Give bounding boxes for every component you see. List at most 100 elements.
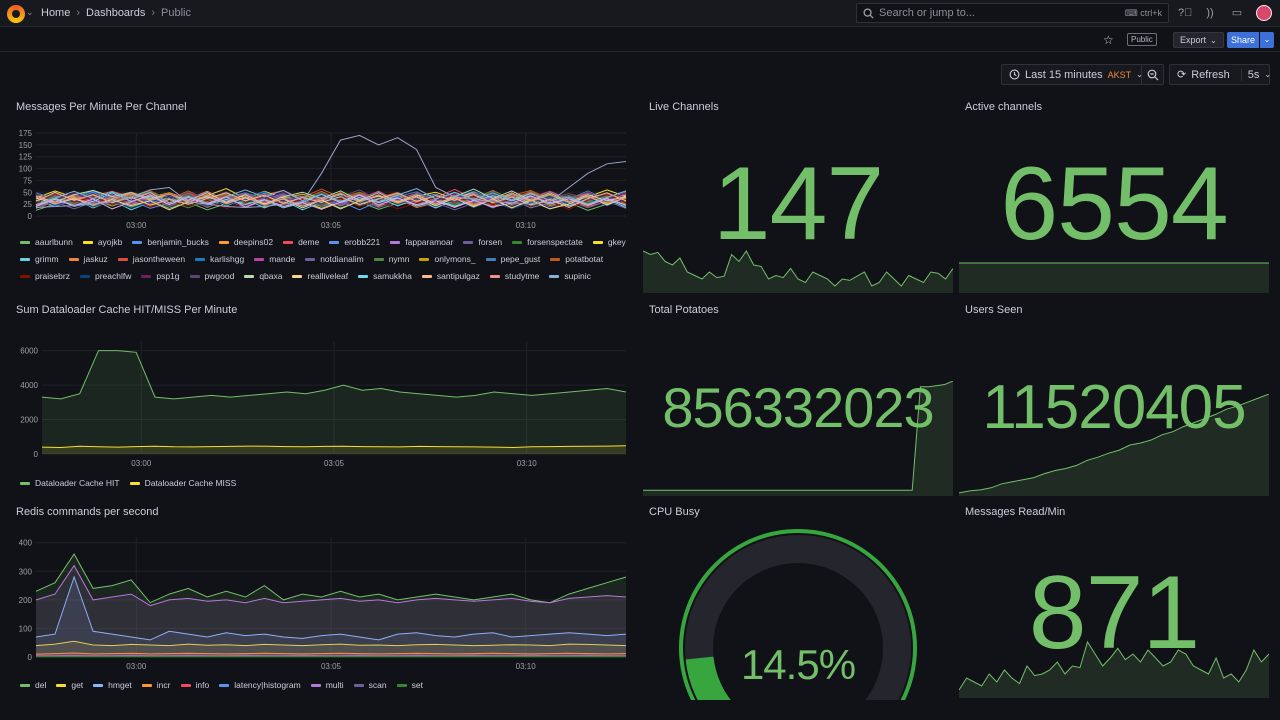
legend-item[interactable]: notdianalim	[305, 254, 364, 264]
sparkline-line	[643, 250, 953, 287]
legend-item[interactable]: studytme	[489, 271, 539, 281]
legend-item[interactable]: nymn	[373, 254, 410, 264]
help-icon[interactable]: ?⃝	[1178, 7, 1193, 19]
legend-item[interactable]: deepins02	[218, 237, 273, 247]
legend-item[interactable]: jaskuz	[68, 254, 108, 264]
legend-swatch	[390, 240, 401, 244]
sparkline	[959, 262, 1269, 293]
y-tick-label: 0	[34, 450, 39, 459]
share-dropdown-button[interactable]: ⌄	[1260, 32, 1274, 48]
legend-item[interactable]: fapparamoar	[390, 237, 453, 247]
legend-label: info	[195, 680, 210, 690]
search-input[interactable]: Search or jump to... ⌨ ctrl+k	[856, 3, 1169, 23]
legend-item[interactable]: hmget	[93, 678, 132, 692]
legend-swatch	[56, 683, 67, 687]
sparkline-area	[959, 394, 1269, 496]
chevron-down-icon[interactable]: ⌄	[26, 7, 34, 17]
legend-swatch	[20, 240, 30, 244]
legend-item[interactable]: jasontheween	[117, 254, 185, 264]
legend-swatch	[550, 257, 561, 261]
zoom-out-icon	[1147, 69, 1158, 80]
timezone-label: AKST	[1107, 69, 1132, 80]
legend-swatch	[592, 240, 603, 244]
legend-swatch	[117, 257, 128, 261]
legend-item[interactable]: santipulgaz	[421, 271, 480, 281]
legend-item[interactable]: ayojkb	[82, 237, 122, 247]
legend-label: fapparamoar	[405, 237, 454, 247]
legend-label: notdianalim	[320, 254, 364, 264]
legend-swatch	[20, 683, 30, 687]
legend-item[interactable]: onlymons_	[419, 254, 476, 264]
zoom-out-button[interactable]	[1141, 64, 1164, 85]
breadcrumb-home[interactable]: Home	[41, 7, 71, 19]
time-range-picker[interactable]: Last 15 minutes AKST ⌄	[1001, 64, 1164, 85]
series-line	[35, 652, 627, 655]
legend-item[interactable]: preachlfw	[79, 271, 131, 281]
legend-item[interactable]: karlishgg	[195, 254, 244, 264]
legend-item[interactable]: grimm	[20, 254, 59, 264]
star-icon[interactable]: ☆	[1103, 33, 1114, 47]
y-tick-label: 125	[19, 153, 33, 162]
legend-swatch	[463, 240, 474, 244]
legend-item[interactable]: t2x2	[20, 288, 51, 289]
legend-item[interactable]: psp1g	[141, 271, 180, 281]
legend-label: forsen	[478, 237, 503, 247]
legend-item[interactable]: praisebrz	[20, 271, 70, 281]
legend-label: del	[35, 680, 47, 690]
legend-item[interactable]: Dataloader Cache MISS	[129, 476, 236, 490]
panel-title: Users Seen	[965, 304, 1023, 316]
sparkline	[643, 381, 953, 496]
news-feed-icon[interactable]: ))	[1206, 7, 1214, 19]
legend-item[interactable]: gkey	[592, 237, 626, 247]
legend-item[interactable]: qbaxa	[244, 271, 282, 281]
legend-label: gkey	[607, 237, 626, 247]
legend-item[interactable]: erobb221	[329, 237, 380, 247]
legend-item[interactable]: Dataloader Cache HIT	[20, 476, 120, 490]
x-tick-label: 03:10	[516, 662, 537, 671]
legend-item[interactable]: benjamin_bucks	[132, 237, 209, 247]
legend-label: set	[411, 680, 423, 690]
refresh-button[interactable]: ⟳ Refresh 5s ⌄	[1169, 64, 1271, 85]
y-tick-label: 300	[19, 567, 33, 576]
legend-item[interactable]: realliveleaf	[292, 271, 348, 281]
refresh-interval[interactable]: 5s	[1240, 68, 1259, 81]
legend-swatch	[396, 683, 407, 687]
legend-swatch	[485, 257, 496, 261]
legend-item[interactable]: latency|histogram	[219, 678, 301, 692]
redis-chart: 0 100 200 300 400 03:00 03:05 03:10	[19, 537, 627, 671]
panel-dataloader-cache: Sum Dataloader Cache HIT/MISS Per Minute…	[16, 304, 631, 494]
legend-item[interactable]: get	[56, 678, 83, 692]
legend-item[interactable]: potatbotat	[550, 254, 603, 264]
legend-item[interactable]: incr	[141, 678, 171, 692]
export-button[interactable]: Export ⌄	[1173, 32, 1224, 48]
legend-item[interactable]: info	[180, 678, 210, 692]
legend-item[interactable]: pepe_gust	[485, 254, 540, 264]
legend-item[interactable]: forsenspectate	[512, 237, 583, 247]
legend-swatch	[283, 240, 294, 244]
legend-item[interactable]: aaurlbunn	[20, 237, 73, 247]
legend-item[interactable]: samukkha	[358, 271, 412, 281]
y-tick-label: 25	[23, 200, 32, 209]
breadcrumb-dashboards[interactable]: Dashboards	[86, 7, 146, 19]
legend-label: samukkha	[373, 271, 412, 281]
legend-item[interactable]: scan	[353, 678, 387, 692]
share-button[interactable]: Share	[1227, 32, 1259, 48]
avatar[interactable]	[1256, 5, 1272, 21]
legend-item[interactable]: mande	[254, 254, 295, 264]
legend-label: nymn	[388, 254, 410, 264]
y-tick-label: 100	[19, 165, 33, 174]
legend-item[interactable]: deme	[283, 237, 319, 247]
legend-item[interactable]: multi	[310, 678, 344, 692]
grafana-logo-icon[interactable]	[7, 5, 25, 23]
legend-swatch	[421, 274, 432, 278]
legend-item[interactable]: supinic	[549, 271, 591, 281]
legend-label: latency|histogram	[234, 680, 301, 690]
legend-label: realliveleaf	[307, 271, 349, 281]
kiosk-mode-icon[interactable]: ▭	[1231, 7, 1243, 19]
legend-item[interactable]: forsen	[463, 237, 502, 247]
legend-item[interactable]: del	[20, 678, 46, 692]
chart-legend: Dataloader Cache HIT Dataloader Cache MIS…	[20, 476, 628, 490]
legend-item[interactable]: set	[396, 678, 423, 692]
legend-item[interactable]: pwgood	[189, 271, 234, 281]
refresh-label: Refresh	[1191, 68, 1230, 81]
